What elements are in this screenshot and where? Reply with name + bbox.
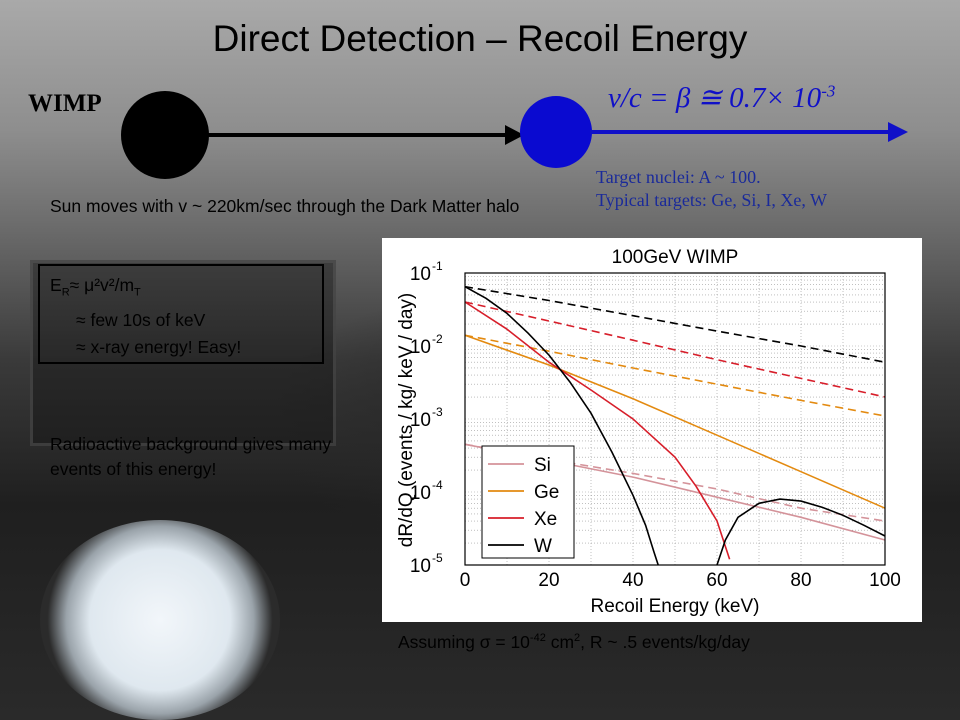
x-tick-label: 100 <box>869 570 901 591</box>
series-line-ge-solid <box>464 334 886 509</box>
chart-title: 100GeV WIMP <box>612 247 739 268</box>
y-tick-exponent: -3 <box>432 405 443 419</box>
x-tick-label: 0 <box>460 570 471 591</box>
y-tick-label: 10 <box>410 337 431 358</box>
plot-area-border <box>464 272 886 566</box>
series-line-w-solid <box>464 285 659 566</box>
sun-motion-text: Sun moves with v ~ 220km/sec through the… <box>50 196 520 216</box>
legend-label-w: W <box>534 536 552 557</box>
x-axis-label: Recoil Energy (keV) <box>591 596 760 617</box>
series-line-w-solid <box>716 498 886 566</box>
y-tick-label: 10 <box>410 410 431 431</box>
series-line-w-dashed <box>464 285 886 363</box>
velocity-label: v/c = β ≅ 0.7× 10-3 <box>608 81 836 114</box>
y-tick-exponent: -1 <box>432 259 443 273</box>
x-tick-label: 20 <box>538 570 559 591</box>
x-tick-labels: 0 20 40 60 80 100 <box>460 570 901 591</box>
target-line-2: Typical targets: Ge, Si, I, Xe, W <box>596 190 828 210</box>
series-line-xe-dashed <box>464 301 886 398</box>
chart-panel: 100GeV WIMP 0 20 40 60 80 100 10 -1 10 -2 10 -3 10-… <box>382 238 922 622</box>
legend-box <box>481 445 575 559</box>
wimp-label: WIMP <box>28 90 102 117</box>
x-tick-label: 80 <box>790 570 811 591</box>
radioactive-background-text: Radioactive background gives many events… <box>50 434 332 479</box>
slide-title: Direct Detection – Recoil Energy <box>212 18 748 59</box>
chart-legend: Si Ge Xe W <box>481 445 575 559</box>
series-line-ge-dashed <box>464 334 886 417</box>
y-tick-exponent: -5 <box>432 551 443 565</box>
y-tick-exponent: -4 <box>432 478 443 492</box>
assumption-text: Assuming σ = 10-42 cm2, R ~ .5 events/kg… <box>398 632 750 652</box>
legend-label-xe: Xe <box>534 509 557 530</box>
background-window <box>40 520 280 720</box>
energy-line-3: ≈ x-ray energy! Easy! <box>76 336 242 357</box>
x-tick-label: 60 <box>706 570 727 591</box>
legend-label-ge: Ge <box>534 482 559 503</box>
y-tick-label: 10 <box>410 483 431 504</box>
y-tick-labels: 10-110-210-310-410-5 <box>410 259 443 577</box>
y-tick-exponent: -2 <box>432 332 443 346</box>
target-info: Target nuclei: A ~ 100. Typical targets:… <box>596 166 827 212</box>
chart-series <box>464 285 886 566</box>
energy-formula-box: ER≈ μ²v²/mT ≈ few 10s of keV ≈ x-ray ene… <box>38 264 324 364</box>
y-axis-label: dR/dQ (events / kg/ keV / day) <box>396 293 417 548</box>
recoil-spectrum-chart: 100GeV WIMP 0 20 40 60 80 100 10-110-210 -310-… <box>396 247 901 617</box>
x-tick-label: 40 <box>622 570 643 591</box>
target-line-1: Target nuclei: A ~ 100. <box>596 167 761 187</box>
energy-formula: ER≈ μ²v²/mT <box>50 275 141 299</box>
y-tick-label: 10 <box>410 264 431 285</box>
series-line-xe-solid <box>464 301 731 560</box>
energy-line-2: ≈ few 10s of keV <box>76 309 206 330</box>
legend-label-si: Si <box>534 455 551 476</box>
y-tick-label: 10 <box>410 556 431 577</box>
background-apparatus <box>30 260 336 446</box>
